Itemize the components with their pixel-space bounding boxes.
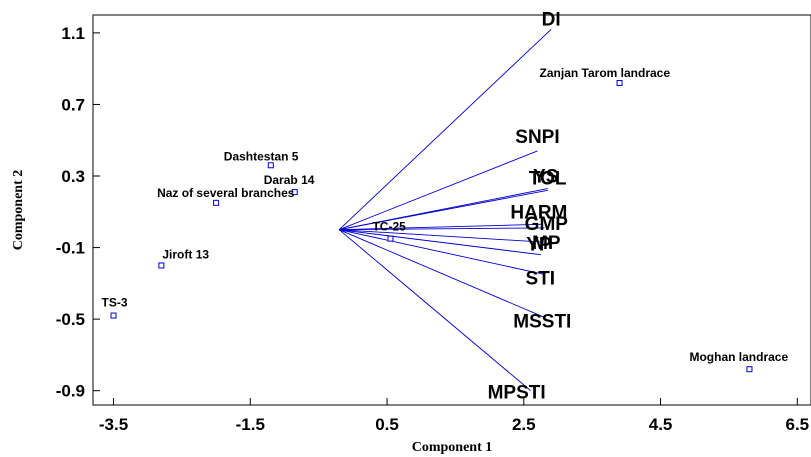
vector-label: MSSTI xyxy=(513,311,571,332)
vector-label: MP xyxy=(532,233,561,254)
vector-line xyxy=(339,150,538,231)
vector-line xyxy=(339,229,541,256)
observation-label: Jiroft 13 xyxy=(162,247,209,261)
observation-label: Darab 14 xyxy=(264,173,315,187)
x-axis-title: Component 1 xyxy=(412,440,493,455)
observation-label: TC-25 xyxy=(372,220,406,234)
x-tick-label: 4.5 xyxy=(649,415,673,434)
vector-label: HARM xyxy=(510,202,567,223)
vector-line xyxy=(339,223,541,231)
y-tick-label: -0.5 xyxy=(56,310,85,329)
observation-point xyxy=(616,79,623,86)
observation-label: Naz of several branches xyxy=(157,186,295,200)
vector-label: GMP xyxy=(525,214,569,235)
tick-group: -3.5 -1.5 0.5 2.5 4.5 6.5 1.1 0.7 0.3 -0.1 -0.5 -0.… xyxy=(56,24,809,434)
vector-line xyxy=(339,229,545,275)
vector-line xyxy=(339,229,545,243)
observation-label: Zanjan Tarom landrace xyxy=(540,66,671,80)
x-tick-label: 2.5 xyxy=(512,415,536,434)
plot-frame xyxy=(92,14,811,406)
observation-label: TS-3 xyxy=(102,296,128,310)
vector-line xyxy=(338,28,552,231)
observation-point xyxy=(110,312,117,319)
vector-line xyxy=(339,189,548,231)
x-tick-label: 0.5 xyxy=(375,415,399,434)
vector-line xyxy=(339,227,545,231)
x-tick-label: -1.5 xyxy=(236,415,265,434)
y-tick-label: -0.9 xyxy=(56,382,85,401)
vector-label: TOL xyxy=(529,168,567,189)
vector-line xyxy=(338,229,545,318)
observation-point xyxy=(746,366,753,373)
x-tick-label: -3.5 xyxy=(99,415,128,434)
y-tick-label: 0.3 xyxy=(61,167,85,186)
observation-point xyxy=(291,189,298,196)
vector-label: STI xyxy=(526,268,556,289)
observation-point xyxy=(267,162,274,169)
vector-line xyxy=(338,229,531,392)
vector-label: SNPI xyxy=(515,127,559,148)
observation-label: Moghan landrace xyxy=(689,350,788,364)
y-axis-title: Component 2 xyxy=(11,170,26,251)
vector-label: MPSTI xyxy=(488,383,546,404)
vector-label: YS xyxy=(533,167,558,188)
vector-label: YP xyxy=(526,235,552,256)
x-tick-label: 6.5 xyxy=(786,415,810,434)
y-tick-label: -0.1 xyxy=(56,239,85,258)
observation-point xyxy=(158,262,165,269)
vector-label: DI xyxy=(542,9,561,30)
observation-point xyxy=(387,235,394,242)
observation-label: Dashtestan 5 xyxy=(224,149,299,163)
observation-point xyxy=(213,199,220,206)
y-tick-label: 0.7 xyxy=(61,95,85,114)
observation-group: Zanjan Tarom landrace Dashtestan 5 Darab 1… xyxy=(102,66,788,373)
y-tick-label: 1.1 xyxy=(61,24,85,43)
